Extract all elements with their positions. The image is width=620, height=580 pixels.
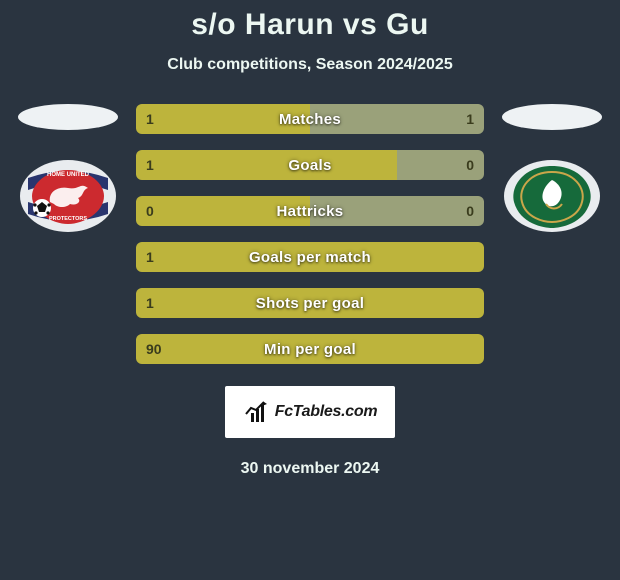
stat-row: 1Shots per goal bbox=[136, 288, 484, 318]
main-row: HOME UNITED PROTECTORS 11Matches10Goals0… bbox=[0, 104, 620, 364]
left-side: HOME UNITED PROTECTORS bbox=[18, 104, 118, 234]
stat-left-seg: 1 bbox=[136, 150, 397, 180]
left-player-ellipse bbox=[18, 104, 118, 130]
chart-icon bbox=[243, 399, 269, 425]
svg-text:PROTECTORS: PROTECTORS bbox=[49, 216, 87, 222]
stat-bars: 11Matches10Goals00Hattricks1Goals per ma… bbox=[136, 104, 484, 364]
stat-left-value: 1 bbox=[146, 295, 154, 311]
subtitle: Club competitions, Season 2024/2025 bbox=[0, 56, 620, 74]
stat-right-seg: 0 bbox=[310, 196, 484, 226]
stat-left-value: 0 bbox=[146, 203, 154, 219]
svg-text:HOME UNITED: HOME UNITED bbox=[47, 172, 90, 178]
stat-left-seg: 0 bbox=[136, 196, 310, 226]
stat-left-seg: 1 bbox=[136, 104, 310, 134]
stat-row: 1Goals per match bbox=[136, 242, 484, 272]
page-title: s/o Harun vs Gu bbox=[0, 8, 620, 42]
stat-row: 90Min per goal bbox=[136, 334, 484, 364]
stat-left-value: 1 bbox=[146, 157, 154, 173]
right-side bbox=[502, 104, 602, 234]
brand-badge[interactable]: FcTables.com bbox=[225, 386, 395, 438]
stat-right-value: 0 bbox=[466, 203, 474, 219]
stat-right-seg: 0 bbox=[397, 150, 484, 180]
stat-left-value: 90 bbox=[146, 341, 162, 357]
right-club-badge bbox=[502, 158, 602, 234]
green-club-badge-icon bbox=[502, 158, 602, 234]
brand-text: FcTables.com bbox=[275, 403, 378, 421]
stat-left-seg: 1 bbox=[136, 288, 484, 318]
stat-right-value: 1 bbox=[466, 111, 474, 127]
stat-left-value: 1 bbox=[146, 249, 154, 265]
stat-right-seg: 1 bbox=[310, 104, 484, 134]
home-united-badge-icon: HOME UNITED PROTECTORS bbox=[18, 158, 118, 234]
left-club-badge: HOME UNITED PROTECTORS bbox=[18, 158, 118, 234]
stat-right-value: 0 bbox=[466, 157, 474, 173]
stat-left-seg: 1 bbox=[136, 242, 484, 272]
stat-row: 00Hattricks bbox=[136, 196, 484, 226]
right-player-ellipse bbox=[502, 104, 602, 130]
stat-left-seg: 90 bbox=[136, 334, 484, 364]
comparison-card: s/o Harun vs Gu Club competitions, Seaso… bbox=[0, 0, 620, 478]
date-text: 30 november 2024 bbox=[0, 460, 620, 478]
stat-row: 11Matches bbox=[136, 104, 484, 134]
stat-row: 10Goals bbox=[136, 150, 484, 180]
stat-left-value: 1 bbox=[146, 111, 154, 127]
